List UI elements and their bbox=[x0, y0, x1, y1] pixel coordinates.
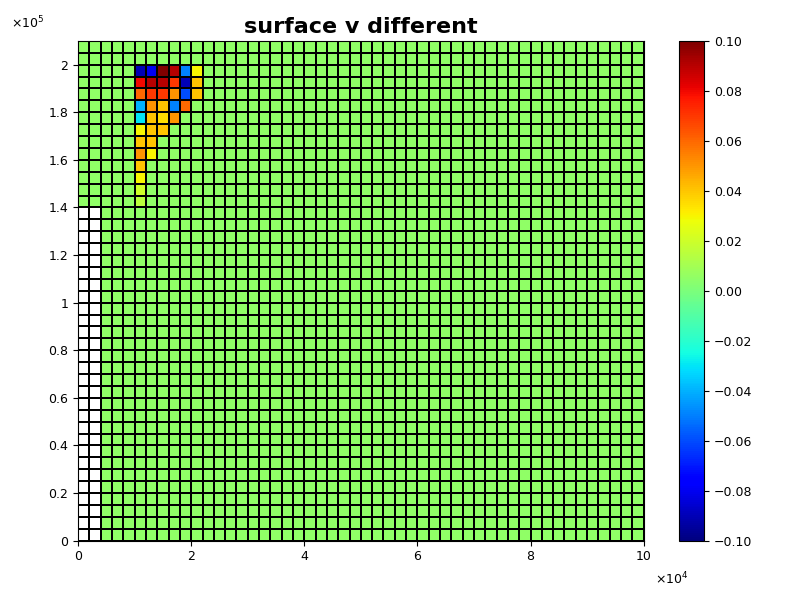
Text: $\times10^4$: $\times10^4$ bbox=[655, 571, 689, 587]
Title: surface v different: surface v different bbox=[244, 17, 478, 37]
Text: $\times10^5$: $\times10^5$ bbox=[11, 14, 44, 31]
